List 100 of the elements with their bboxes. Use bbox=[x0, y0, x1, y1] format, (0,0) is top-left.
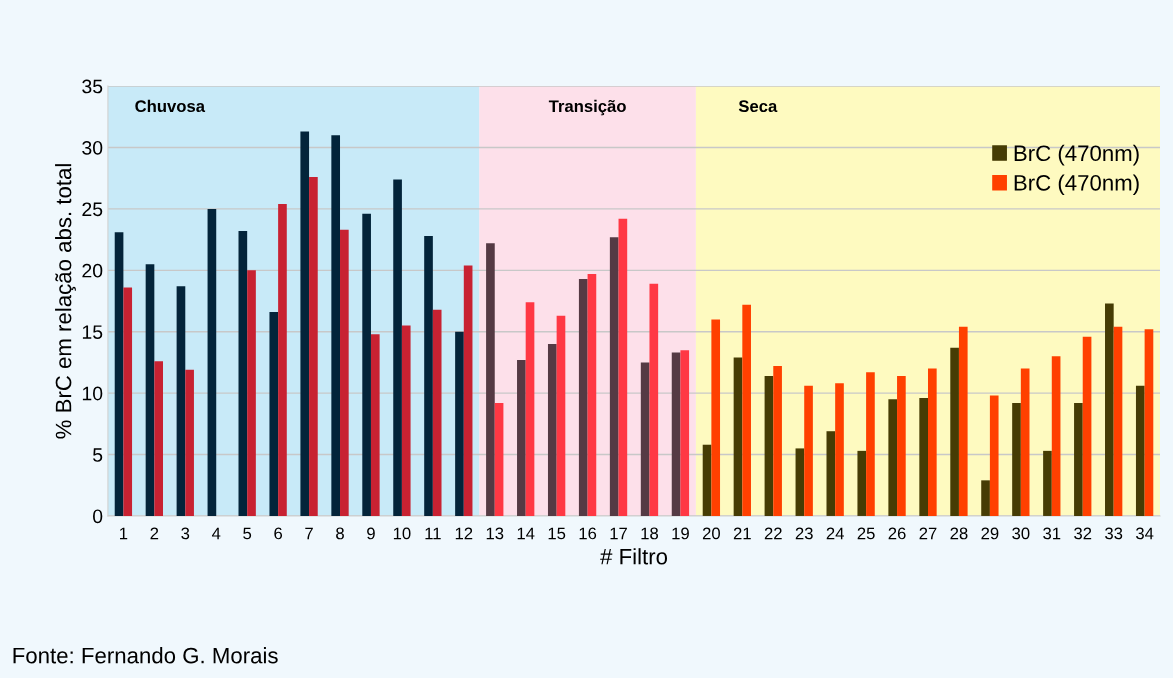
bar bbox=[919, 398, 928, 516]
bar bbox=[680, 350, 690, 516]
bar bbox=[123, 287, 133, 516]
bar bbox=[1043, 450, 1052, 516]
y-tick-label: 30 bbox=[82, 140, 103, 155]
bar bbox=[556, 315, 566, 516]
x-tick-label: 28 bbox=[950, 527, 968, 540]
x-tick-label: 30 bbox=[1012, 527, 1030, 540]
bar bbox=[517, 359, 526, 516]
bar bbox=[1135, 385, 1145, 516]
bar bbox=[578, 278, 588, 516]
x-tick-label: 29 bbox=[981, 527, 999, 540]
bar bbox=[742, 304, 751, 516]
bar bbox=[649, 283, 659, 516]
x-tick-label: 5 bbox=[243, 527, 252, 540]
x-tick-label: 18 bbox=[641, 527, 659, 540]
bar bbox=[671, 352, 681, 516]
bar bbox=[340, 229, 349, 516]
bar bbox=[278, 204, 287, 516]
x-tick-label: 2 bbox=[150, 527, 159, 540]
x-tick-label: 8 bbox=[336, 527, 344, 540]
x-tick-label: 15 bbox=[548, 527, 566, 540]
x-tick-label: 24 bbox=[826, 527, 844, 540]
bar bbox=[145, 264, 155, 516]
bar bbox=[958, 326, 968, 516]
bar bbox=[1074, 402, 1083, 516]
bar bbox=[981, 480, 990, 516]
bar bbox=[866, 372, 875, 516]
x-tick-label: 3 bbox=[181, 527, 190, 540]
y-tick-label: 0 bbox=[93, 509, 103, 524]
bar bbox=[804, 385, 813, 516]
bar bbox=[238, 231, 248, 516]
y-tick-label: 35 bbox=[82, 79, 103, 94]
bar bbox=[114, 232, 124, 516]
y-tick-label: 20 bbox=[82, 263, 103, 278]
bar bbox=[455, 331, 464, 516]
bar bbox=[733, 357, 743, 516]
bar bbox=[773, 366, 782, 516]
bar bbox=[826, 431, 836, 516]
y-tick-label: 10 bbox=[82, 386, 103, 401]
bar bbox=[247, 270, 256, 516]
bar bbox=[1051, 356, 1061, 516]
bar bbox=[1113, 326, 1123, 516]
x-tick-label: 25 bbox=[857, 527, 875, 540]
bar bbox=[1082, 336, 1092, 516]
bar bbox=[269, 312, 279, 516]
x-tick-label: 32 bbox=[1074, 527, 1092, 540]
x-tick-label: 31 bbox=[1043, 527, 1061, 540]
bar bbox=[609, 237, 619, 516]
bar bbox=[370, 334, 380, 516]
bar bbox=[618, 218, 628, 516]
bar bbox=[185, 369, 194, 516]
bar bbox=[309, 176, 318, 516]
x-tick-label: 21 bbox=[733, 527, 751, 540]
y-tick-label: 15 bbox=[82, 325, 103, 339]
x-tick-label: 19 bbox=[672, 527, 689, 540]
band-label: Chuvosa bbox=[135, 99, 206, 113]
x-tick-label: 16 bbox=[579, 527, 597, 540]
bar bbox=[300, 131, 310, 516]
legend-label: BrC (470nm) bbox=[1014, 174, 1139, 196]
y-axis-title: % BrC em relação abs. total bbox=[55, 164, 76, 439]
bar bbox=[897, 375, 906, 516]
bar bbox=[1012, 402, 1021, 516]
bar bbox=[950, 347, 959, 516]
x-tick-label: 20 bbox=[702, 527, 720, 540]
x-tick-label: 33 bbox=[1105, 527, 1123, 540]
bar bbox=[1144, 329, 1154, 516]
bar bbox=[424, 235, 433, 516]
bar bbox=[331, 135, 341, 516]
y-tick-label: 5 bbox=[93, 448, 103, 462]
legend-label: BrC (470nm) bbox=[1014, 144, 1139, 166]
bar bbox=[640, 362, 650, 516]
bar bbox=[835, 383, 844, 516]
bar bbox=[401, 325, 411, 516]
bar bbox=[1020, 368, 1030, 516]
band-label: Seca bbox=[738, 100, 778, 113]
bar bbox=[154, 361, 163, 516]
bar bbox=[764, 375, 774, 516]
bar bbox=[857, 450, 867, 516]
bar bbox=[547, 344, 557, 516]
x-tick-label: 26 bbox=[888, 527, 906, 540]
bar bbox=[362, 213, 371, 516]
bar bbox=[486, 243, 495, 516]
x-tick-label: 9 bbox=[367, 527, 375, 540]
x-tick-label: 14 bbox=[517, 527, 535, 540]
x-tick-label: 23 bbox=[795, 527, 813, 540]
bar bbox=[207, 208, 217, 516]
bar bbox=[494, 402, 504, 516]
band-label: Transição bbox=[548, 99, 626, 116]
bar bbox=[463, 265, 473, 516]
bar bbox=[587, 274, 597, 516]
bar bbox=[711, 319, 721, 516]
x-tick-label: 27 bbox=[919, 527, 937, 540]
x-tick-label: 17 bbox=[610, 527, 627, 540]
bar bbox=[432, 309, 442, 516]
x-axis-title: # Filtro bbox=[600, 548, 668, 565]
x-tick-label: 12 bbox=[455, 527, 473, 540]
bar bbox=[176, 286, 186, 516]
bar bbox=[928, 368, 937, 516]
x-tick-label: 6 bbox=[274, 527, 283, 540]
